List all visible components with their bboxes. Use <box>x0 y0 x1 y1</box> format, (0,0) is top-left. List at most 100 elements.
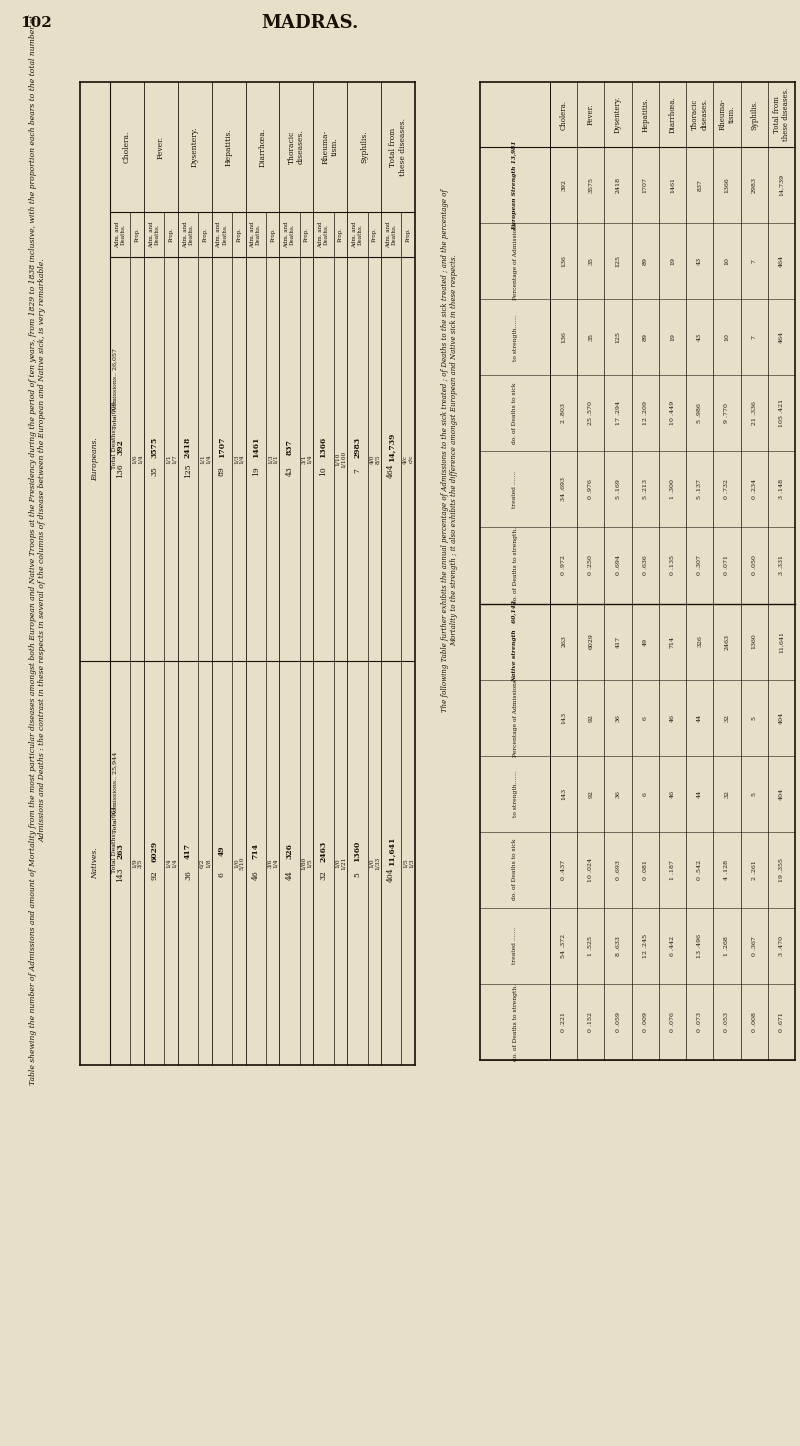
Text: 1 .268: 1 .268 <box>725 936 730 956</box>
Text: 6 .442: 6 .442 <box>670 936 675 956</box>
Text: Cholera.: Cholera. <box>560 100 568 130</box>
Text: 2463: 2463 <box>725 633 730 649</box>
Text: Diarrhœa.: Diarrhœa. <box>258 127 266 166</box>
Text: 0 .008: 0 .008 <box>752 1012 757 1032</box>
Text: 17 .294: 17 .294 <box>615 401 621 425</box>
Text: 10 .449: 10 .449 <box>670 401 675 425</box>
Text: Dysentery.: Dysentery. <box>614 95 622 133</box>
Text: 1360: 1360 <box>354 840 362 862</box>
Text: 36: 36 <box>615 790 621 798</box>
Text: The following Table further exhibits the annual percentage of Admissions to the : The following Table further exhibits the… <box>442 188 458 711</box>
Text: 1461: 1461 <box>252 437 260 458</box>
Text: 1366: 1366 <box>319 437 327 457</box>
Text: 10: 10 <box>725 257 730 265</box>
Text: 6: 6 <box>642 716 648 720</box>
Text: 6/2
1/8: 6/2 1/8 <box>199 857 210 868</box>
Text: 136: 136 <box>561 331 566 343</box>
Text: 404: 404 <box>779 711 784 724</box>
Text: 14,739: 14,739 <box>387 432 395 461</box>
Text: 1/5
1/3: 1/5 1/3 <box>403 857 414 868</box>
Text: 8 .633: 8 .633 <box>615 936 621 956</box>
Text: 5: 5 <box>752 716 757 720</box>
Text: 43: 43 <box>286 466 294 476</box>
Text: 3/1
1/4: 3/1 1/4 <box>301 454 312 464</box>
Text: 136: 136 <box>116 464 124 479</box>
Text: 9 .770: 9 .770 <box>725 403 730 424</box>
Text: 3/6
1/4: 3/6 1/4 <box>267 857 278 868</box>
Text: Cholera.: Cholera. <box>123 130 131 163</box>
Text: 19: 19 <box>252 466 260 476</box>
Text: 0 .076: 0 .076 <box>670 1012 675 1032</box>
Text: Adm. and
Deaths.: Adm. and Deaths. <box>114 221 126 247</box>
Text: 44: 44 <box>698 713 702 722</box>
Text: 143: 143 <box>561 711 566 723</box>
Text: 136: 136 <box>561 254 566 268</box>
Text: 19: 19 <box>670 257 675 265</box>
Text: 92: 92 <box>150 870 158 879</box>
Text: 36: 36 <box>184 870 192 881</box>
Text: Total Deaths....... 600: Total Deaths....... 600 <box>113 402 118 469</box>
Text: 0 .152: 0 .152 <box>588 1012 594 1032</box>
Text: 0 .694: 0 .694 <box>615 555 621 576</box>
Text: 43: 43 <box>698 333 702 341</box>
Text: 1 .525: 1 .525 <box>588 936 594 956</box>
Text: Adm. and
Deaths.: Adm. and Deaths. <box>217 221 227 247</box>
Text: Prop.: Prop. <box>134 227 140 241</box>
Text: Prop.: Prop. <box>236 227 242 241</box>
Text: 35: 35 <box>150 466 158 476</box>
Text: 1707: 1707 <box>642 176 648 194</box>
Text: 12 .245: 12 .245 <box>642 934 648 957</box>
Text: 392: 392 <box>561 179 566 191</box>
Text: 1366: 1366 <box>725 178 730 192</box>
Text: 35: 35 <box>588 333 594 341</box>
Text: 105 .421: 105 .421 <box>779 399 784 428</box>
Text: Total from
these diseases.: Total from these diseases. <box>773 88 790 142</box>
Text: 417: 417 <box>184 843 192 859</box>
Text: 0 .081: 0 .081 <box>642 860 648 879</box>
Text: 0 .636: 0 .636 <box>642 555 648 576</box>
Text: Native strength   60,142: Native strength 60,142 <box>513 600 518 683</box>
Text: Table shewing the number of Admissions and amount of Mortality from the most par: Table shewing the number of Admissions a… <box>30 14 46 1084</box>
Text: 43: 43 <box>698 257 702 265</box>
Text: 44: 44 <box>698 790 702 798</box>
Text: 10 .024: 10 .024 <box>588 857 594 882</box>
Text: 2 .803: 2 .803 <box>561 403 566 424</box>
Text: 125: 125 <box>615 254 621 268</box>
Text: 1/1
1/7: 1/1 1/7 <box>166 454 176 464</box>
Text: 326: 326 <box>286 843 294 859</box>
Text: 12 .209: 12 .209 <box>642 402 648 425</box>
Text: 0 .367: 0 .367 <box>752 936 757 956</box>
Text: 11,641: 11,641 <box>779 630 784 652</box>
Text: 417: 417 <box>615 635 621 648</box>
Text: 34 .693: 34 .693 <box>561 477 566 502</box>
Text: to strength.......: to strength....... <box>513 771 518 817</box>
Text: Prop.: Prop. <box>202 227 207 241</box>
Text: 3575: 3575 <box>150 437 158 457</box>
Text: 263: 263 <box>116 843 124 859</box>
Text: 0 .972: 0 .972 <box>561 555 566 576</box>
Text: 1/0
1/33: 1/0 1/33 <box>369 856 380 869</box>
Text: 0 .135: 0 .135 <box>670 555 675 576</box>
Text: 2983: 2983 <box>752 176 757 194</box>
Text: 11,641: 11,641 <box>387 836 395 866</box>
Text: Hepatitis.: Hepatitis. <box>642 97 650 132</box>
Text: 3 .331: 3 .331 <box>779 555 784 576</box>
Text: 7: 7 <box>752 335 757 340</box>
Text: 92: 92 <box>588 790 594 798</box>
Text: Thoracic
diseases.: Thoracic diseases. <box>288 130 305 165</box>
Text: 1707: 1707 <box>218 437 226 458</box>
Text: 5 .986: 5 .986 <box>698 403 702 424</box>
Text: 1/4
1/4: 1/4 1/4 <box>166 857 176 868</box>
Text: 5: 5 <box>354 872 362 878</box>
Text: Total Admissions.. 25,944: Total Admissions.. 25,944 <box>113 752 118 833</box>
Text: 4/0
8/5: 4/0 8/5 <box>369 454 380 464</box>
Text: Fever.: Fever. <box>157 136 165 159</box>
Text: Rheuma-
tism.: Rheuma- tism. <box>718 98 735 130</box>
Text: 2463: 2463 <box>319 840 327 862</box>
Text: Adm. and
Deaths.: Adm. and Deaths. <box>386 221 397 247</box>
Text: 10: 10 <box>319 466 327 476</box>
Text: Fever.: Fever. <box>587 104 595 126</box>
Text: 3575: 3575 <box>588 176 594 194</box>
Text: 1/0
5/10: 1/0 5/10 <box>234 856 244 869</box>
Text: 0 .009: 0 .009 <box>642 1012 648 1032</box>
